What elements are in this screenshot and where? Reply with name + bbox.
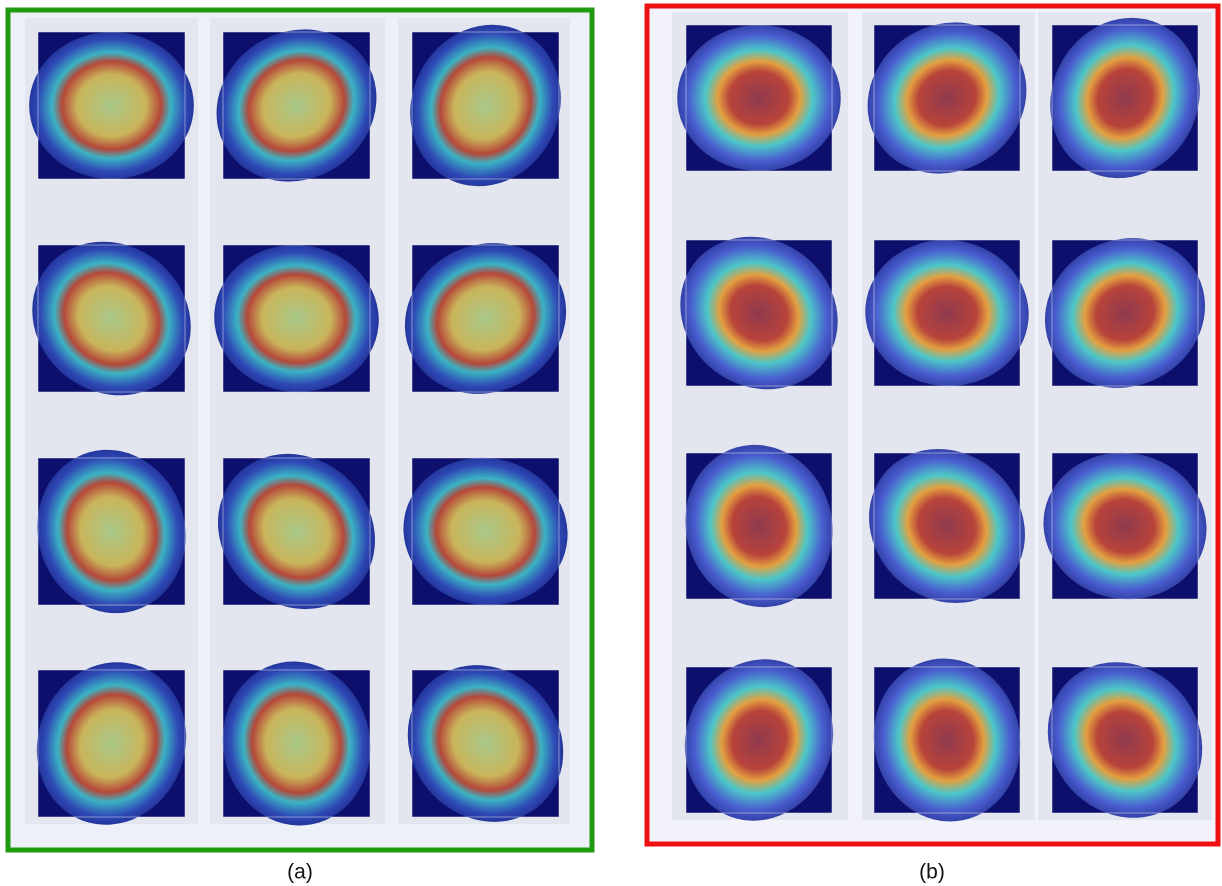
heatmap-tile bbox=[209, 649, 385, 839]
heatmap-tile bbox=[392, 445, 580, 618]
figure: (a) (b) bbox=[0, 0, 1222, 886]
tile-heatmap bbox=[677, 25, 841, 171]
heatmap-tile bbox=[666, 427, 851, 624]
heatmap-tile bbox=[18, 432, 205, 631]
heatmap-tile bbox=[662, 638, 857, 843]
heatmap-tile bbox=[859, 233, 1035, 393]
panel-a bbox=[2, 0, 596, 854]
heatmap-tile bbox=[860, 646, 1035, 834]
heatmap-tile bbox=[1032, 440, 1218, 612]
page: (a) (b) (() => { const data = JSON.parse… bbox=[0, 0, 1222, 886]
heatmap-tile bbox=[677, 25, 841, 171]
heatmap-tile bbox=[13, 640, 209, 846]
panel-label: (a) bbox=[287, 861, 313, 884]
heatmap-tile bbox=[29, 32, 194, 179]
heatmap-tile bbox=[208, 238, 385, 399]
panel-label: (b) bbox=[919, 861, 945, 884]
tile-heatmap bbox=[29, 32, 194, 179]
panel-b bbox=[647, 0, 1222, 850]
